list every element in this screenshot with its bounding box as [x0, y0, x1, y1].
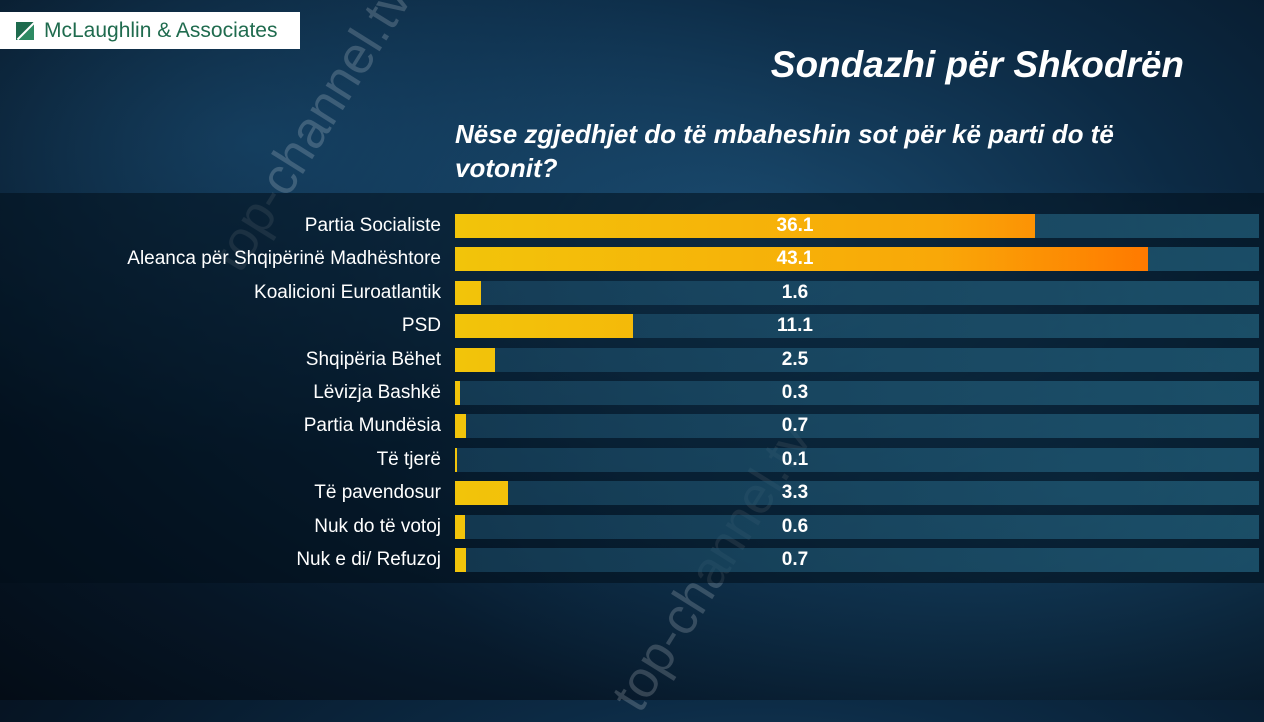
- bar: [455, 214, 1036, 238]
- bar: [455, 414, 467, 439]
- bar-row: Partia Socialiste 36.1: [0, 214, 1264, 238]
- bar-track: [455, 414, 1259, 439]
- bar: [455, 347, 496, 372]
- bar-track: [455, 347, 1259, 372]
- category-label: Aleanca për Shqipërinë Madhështore: [127, 248, 441, 270]
- bar-row: PSD 11.1: [0, 314, 1264, 339]
- data-label: 0.3: [781, 382, 809, 403]
- data-label: 3.3: [781, 482, 809, 504]
- data-label: 0.7: [781, 549, 809, 570]
- chart-subtitle: Nëse zgjedhjet do të mbaheshin sot për k…: [455, 119, 1114, 183]
- data-label: 0.6: [781, 515, 809, 537]
- bar-row: Nuk e di/ Refuzoj 0.7: [0, 548, 1264, 572]
- logo-text: McLaughlin & Associates: [44, 18, 278, 42]
- bar-track: [455, 514, 1259, 539]
- category-label: Nuk e di/ Refuzoj: [296, 549, 441, 570]
- chart-title: Sondazhi për Shkodrën: [770, 44, 1184, 85]
- category-label: Lëvizja Bashkë: [313, 382, 441, 403]
- data-label: 1.6: [781, 281, 809, 303]
- bar-row: Të pavendosur 3.3: [0, 481, 1264, 506]
- data-label: 0.1: [781, 448, 809, 470]
- bar: [455, 548, 467, 572]
- bar-row: Shqipëria Bëhet 2.5: [0, 347, 1264, 372]
- category-label: Partia Socialiste: [304, 215, 441, 236]
- category-label: Shqipëria Bëhet: [305, 348, 441, 370]
- bar-row: Të tjerë 0.1: [0, 447, 1264, 472]
- data-label: 2.5: [781, 348, 809, 370]
- category-label: Të pavendosur: [314, 482, 441, 504]
- brand-logo: McLaughlin & Associates: [0, 12, 300, 49]
- logo-mark-icon: [16, 21, 34, 40]
- bar: [455, 247, 1149, 272]
- bar-track: [455, 548, 1259, 572]
- category-label: Partia Mundësia: [303, 415, 441, 437]
- bar: [455, 481, 509, 506]
- category-label: Nuk do të votoj: [314, 515, 441, 537]
- bar-row: Partia Mundësia 0.7: [0, 414, 1264, 439]
- bar: [455, 514, 465, 539]
- data-label: 0.7: [781, 415, 809, 437]
- category-label: PSD: [401, 315, 441, 337]
- data-label: 11.1: [777, 315, 813, 337]
- category-label: Të tjerë: [376, 448, 441, 470]
- bar: [455, 280, 481, 305]
- category-label: Koalicioni Euroatlantik: [254, 281, 441, 303]
- data-label: 36.1: [776, 215, 814, 236]
- bar-track: [455, 447, 1259, 472]
- bar-track: [455, 280, 1259, 305]
- bar: [455, 314, 634, 339]
- bar-row: Nuk do të votoj 0.6: [0, 514, 1264, 539]
- bar: [455, 447, 457, 472]
- data-label: 43.1: [776, 248, 814, 270]
- bar-row: Aleanca për Shqipërinë Madhështore 43.1: [0, 247, 1264, 272]
- bar-row: Koalicioni Euroatlantik 1.6: [0, 280, 1264, 305]
- bar-track: [455, 481, 1259, 506]
- bar-track: [455, 381, 1259, 405]
- bar: [455, 381, 460, 405]
- bar-row: Lëvizja Bashkë 0.3: [0, 381, 1264, 405]
